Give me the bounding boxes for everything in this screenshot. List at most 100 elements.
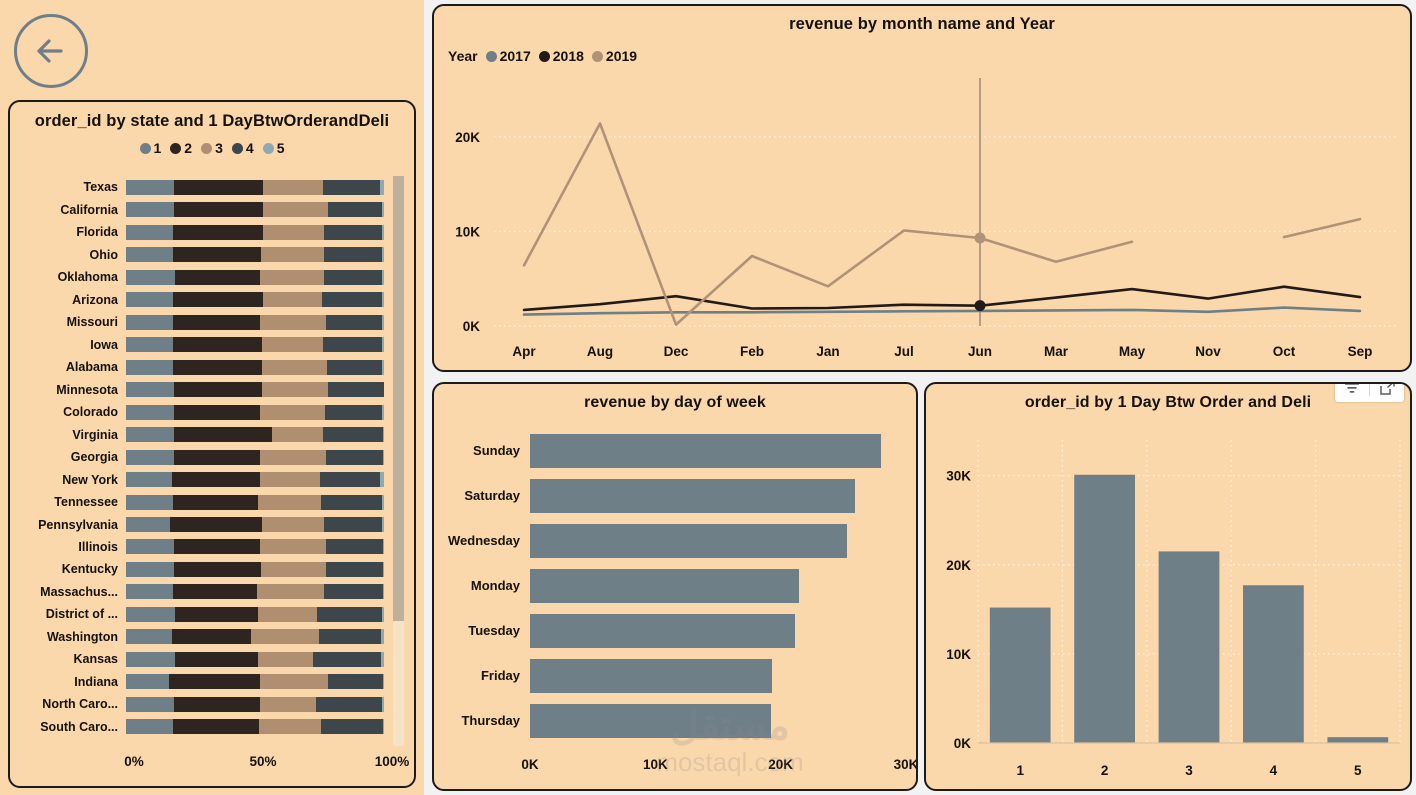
line-chart-svg[interactable]: 0K 10K 20K Apr Aug Dec Feb Jan Jul Jun Mar May Nov Oc… — [434, 66, 1412, 370]
state-bar-segment-3[interactable] — [259, 449, 326, 465]
state-bar-segment-3[interactable] — [250, 629, 319, 645]
state-bar-segment-1[interactable] — [126, 472, 172, 488]
state-bar-segment-3[interactable] — [262, 292, 323, 308]
dbt-bar[interactable] — [1243, 585, 1304, 743]
state-bar-segment-2[interactable] — [175, 651, 259, 667]
line-legend-item-2018[interactable]: 2018 — [538, 48, 584, 64]
state-row[interactable]: Alabama — [10, 356, 414, 378]
focus-mode-icon[interactable] — [1374, 384, 1400, 399]
state-stacked-bar[interactable] — [126, 247, 384, 263]
state-legend-item-3[interactable]: 3 — [201, 140, 223, 156]
state-stacked-bar[interactable] — [126, 224, 384, 240]
state-bar-segment-5[interactable] — [381, 202, 384, 218]
state-bar-segment-3[interactable] — [259, 314, 326, 330]
state-bar-segment-1[interactable] — [126, 359, 173, 375]
line-legend-item-2019[interactable]: 2019 — [591, 48, 637, 64]
state-stacked-bar[interactable] — [126, 202, 384, 218]
state-bar-segment-5[interactable] — [382, 719, 384, 735]
state-stacked-bar[interactable] — [126, 382, 384, 398]
state-bar-segment-2[interactable] — [173, 696, 260, 712]
dow-bar[interactable] — [530, 433, 881, 468]
state-bar-segment-3[interactable] — [259, 472, 320, 488]
state-bar-segment-4[interactable] — [320, 719, 383, 735]
state-bar-segment-5[interactable] — [381, 494, 384, 510]
filter-icon[interactable] — [1339, 384, 1365, 399]
state-bar-segment-4[interactable] — [323, 584, 383, 600]
dow-row[interactable]: Saturday — [434, 478, 902, 513]
dow-row[interactable]: Monday — [434, 568, 902, 603]
state-bar-segment-3[interactable] — [259, 404, 325, 420]
state-stacked-bar[interactable] — [126, 427, 384, 443]
state-bar-segment-4[interactable] — [323, 269, 382, 285]
state-chart-scrollbar-thumb[interactable] — [393, 176, 404, 621]
state-bar-segment-3[interactable] — [261, 517, 324, 532]
state-bar-segment-2[interactable] — [171, 472, 260, 488]
state-stacked-bar[interactable] — [126, 472, 384, 488]
state-bar-segment-1[interactable] — [126, 584, 173, 600]
state-bar-segment-1[interactable] — [126, 629, 172, 645]
state-row[interactable]: Illinois — [10, 536, 414, 558]
state-bar-segment-1[interactable] — [126, 292, 173, 308]
dow-row[interactable]: Thursday — [434, 703, 902, 738]
state-legend-item-4[interactable]: 4 — [231, 140, 254, 156]
state-bar-segment-2[interactable] — [173, 202, 263, 218]
state-bar-segment-5[interactable] — [380, 629, 384, 645]
state-bar-segment-4[interactable] — [325, 449, 383, 465]
state-bar-segment-5[interactable] — [382, 449, 384, 465]
line-series-2018[interactable] — [522, 285, 1362, 312]
state-row[interactable]: Tennessee — [10, 491, 414, 513]
state-bar-segment-5[interactable] — [382, 539, 384, 555]
state-row[interactable]: District of ... — [10, 603, 414, 625]
state-stacked-bar[interactable] — [126, 314, 384, 330]
dbt-bar[interactable] — [1158, 551, 1220, 743]
state-bar-segment-3[interactable] — [261, 337, 323, 353]
state-bar-segment-4[interactable] — [317, 606, 383, 622]
state-chart-scrollbar[interactable] — [393, 176, 404, 746]
state-bar-segment-2[interactable] — [172, 584, 257, 600]
line-series-2019[interactable] — [1282, 217, 1362, 239]
state-stacked-bar[interactable] — [126, 696, 384, 712]
state-bar-segment-4[interactable] — [328, 202, 382, 218]
state-bar-segment-1[interactable] — [126, 674, 170, 690]
dow-bar[interactable] — [530, 568, 800, 603]
state-bar-segment-3[interactable] — [259, 269, 324, 285]
state-legend-item-2[interactable]: 2 — [170, 140, 192, 156]
state-bar-segment-4[interactable] — [315, 696, 382, 712]
state-bar-segment-4[interactable] — [323, 179, 381, 195]
state-bar-segment-4[interactable] — [322, 292, 383, 308]
state-stacked-bar[interactable] — [126, 629, 384, 645]
state-stacked-bar[interactable] — [126, 337, 384, 353]
state-bar-segment-5[interactable] — [382, 584, 384, 600]
state-bar-segment-5[interactable] — [382, 561, 384, 577]
state-row[interactable]: Georgia — [10, 446, 414, 468]
state-bar-segment-4[interactable] — [328, 382, 384, 398]
state-bar-segment-5[interactable] — [382, 292, 384, 308]
state-stacked-bar[interactable] — [126, 674, 384, 690]
state-row[interactable]: Pennsylvania — [10, 513, 414, 535]
state-bar-segment-2[interactable] — [172, 494, 258, 510]
state-bar-segment-5[interactable] — [380, 472, 384, 488]
state-bar-segment-2[interactable] — [173, 427, 273, 443]
state-bar-segment-2[interactable] — [173, 561, 261, 577]
state-bar-segment-5[interactable] — [381, 696, 384, 712]
dow-row[interactable]: Sunday — [434, 433, 902, 468]
state-bar-segment-1[interactable] — [126, 651, 176, 667]
state-row[interactable]: Colorado — [10, 401, 414, 423]
state-bar-segment-1[interactable] — [126, 449, 174, 465]
state-bar-segment-4[interactable] — [320, 494, 382, 510]
state-bar-segment-3[interactable] — [259, 696, 316, 712]
state-bar-segment-2[interactable] — [175, 269, 260, 285]
state-stacked-bar[interactable] — [126, 561, 384, 577]
state-row[interactable]: Indiana — [10, 671, 414, 693]
state-bar-segment-3[interactable] — [258, 719, 321, 735]
state-bar-segment-3[interactable] — [262, 202, 328, 218]
state-bar-segment-2[interactable] — [173, 179, 263, 195]
line-series-2017[interactable] — [522, 306, 1362, 316]
state-bar-segment-3[interactable] — [259, 539, 326, 555]
state-bar-segment-5[interactable] — [381, 247, 384, 263]
state-bar-segment-2[interactable] — [175, 606, 259, 622]
state-bar-segment-1[interactable] — [126, 202, 174, 218]
state-bar-segment-5[interactable] — [381, 359, 384, 375]
state-bar-segment-3[interactable] — [260, 561, 326, 577]
state-bar-segment-3[interactable] — [272, 427, 324, 443]
